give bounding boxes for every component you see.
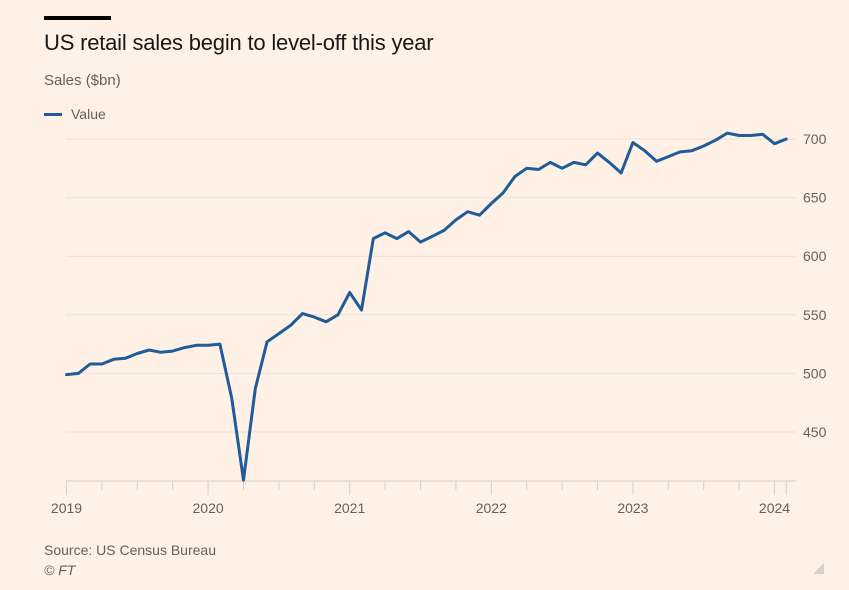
series-line-value (65, 131, 788, 482)
x-tick-label: 2022 (476, 500, 507, 516)
y-axis: 450 500 550 600 650 700 (803, 131, 827, 440)
gridlines (66, 138, 796, 433)
y-tick-label: 500 (803, 365, 827, 381)
legend: Value (44, 106, 106, 122)
resize-handle-icon[interactable] (813, 563, 824, 574)
y-tick-label: 700 (803, 131, 827, 147)
y-tick-label: 450 (803, 424, 827, 440)
legend-swatch (44, 112, 62, 116)
x-tick-label: 2023 (617, 500, 648, 516)
x-tick-label: 2021 (334, 500, 365, 516)
source-note: Source: US Census Bureau (44, 542, 216, 558)
series-layer (65, 131, 788, 482)
copyright-credit: © FT (44, 562, 76, 578)
chart-title: US retail sales begin to level-off this … (44, 30, 434, 55)
chart-subtitle: Sales ($bn) (44, 72, 121, 89)
y-tick-label: 650 (803, 190, 827, 206)
title-accent-bar (44, 16, 111, 20)
x-axis: 2019 2020 2021 2022 2023 2024 (51, 480, 796, 516)
y-tick-label: 600 (803, 248, 827, 264)
y-tick-label: 550 (803, 307, 827, 323)
x-tick-label: 2024 (759, 500, 790, 516)
x-tick-label: 2020 (193, 500, 224, 516)
legend-label: Value (71, 106, 106, 122)
x-tick-label: 2019 (51, 500, 82, 516)
